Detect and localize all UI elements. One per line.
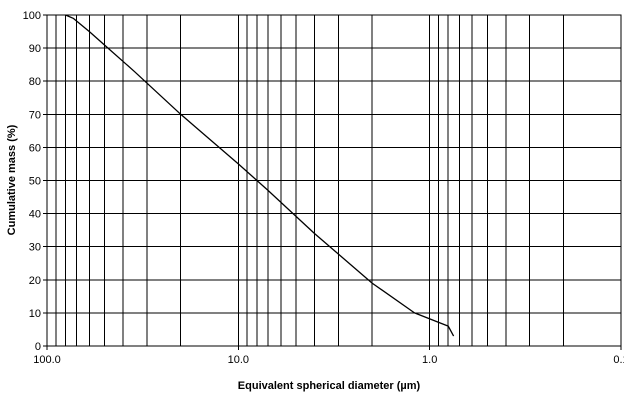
x-axis-title: Equivalent spherical diameter (µm) (238, 380, 421, 392)
y-tick-label: 30 (29, 242, 41, 254)
y-tick-labels: 0 10 20 30 40 50 60 70 80 90 100 (23, 10, 41, 353)
y-tick-label: 20 (29, 275, 41, 287)
x-tick-label: 10.0 (228, 354, 249, 366)
y-tick-label: 90 (29, 43, 41, 55)
y-tick-label: 70 (29, 109, 41, 121)
x-tick-label: 0.1 (613, 354, 624, 366)
grid (46, 14, 622, 347)
x-tick-label: 1.0 (422, 354, 437, 366)
y-tick-label: 80 (29, 76, 41, 88)
series-line (65, 14, 455, 337)
y-tick-label: 40 (29, 209, 41, 221)
y-axis-title: Cumulative mass (%) (6, 124, 18, 235)
y-tick-label: 0 (35, 341, 41, 353)
y-tick-label: 50 (29, 176, 41, 188)
x-tick-labels: 100.0 10.0 1.0 0.1 (33, 354, 624, 366)
y-tick-label: 60 (29, 142, 41, 154)
plot-frame (43, 14, 622, 350)
x-tick-label: 100.0 (33, 354, 61, 366)
plot-area-border (46, 14, 622, 347)
y-tick-label: 100 (23, 10, 41, 22)
y-tick-label: 10 (29, 308, 41, 320)
series-layer (65, 14, 455, 337)
